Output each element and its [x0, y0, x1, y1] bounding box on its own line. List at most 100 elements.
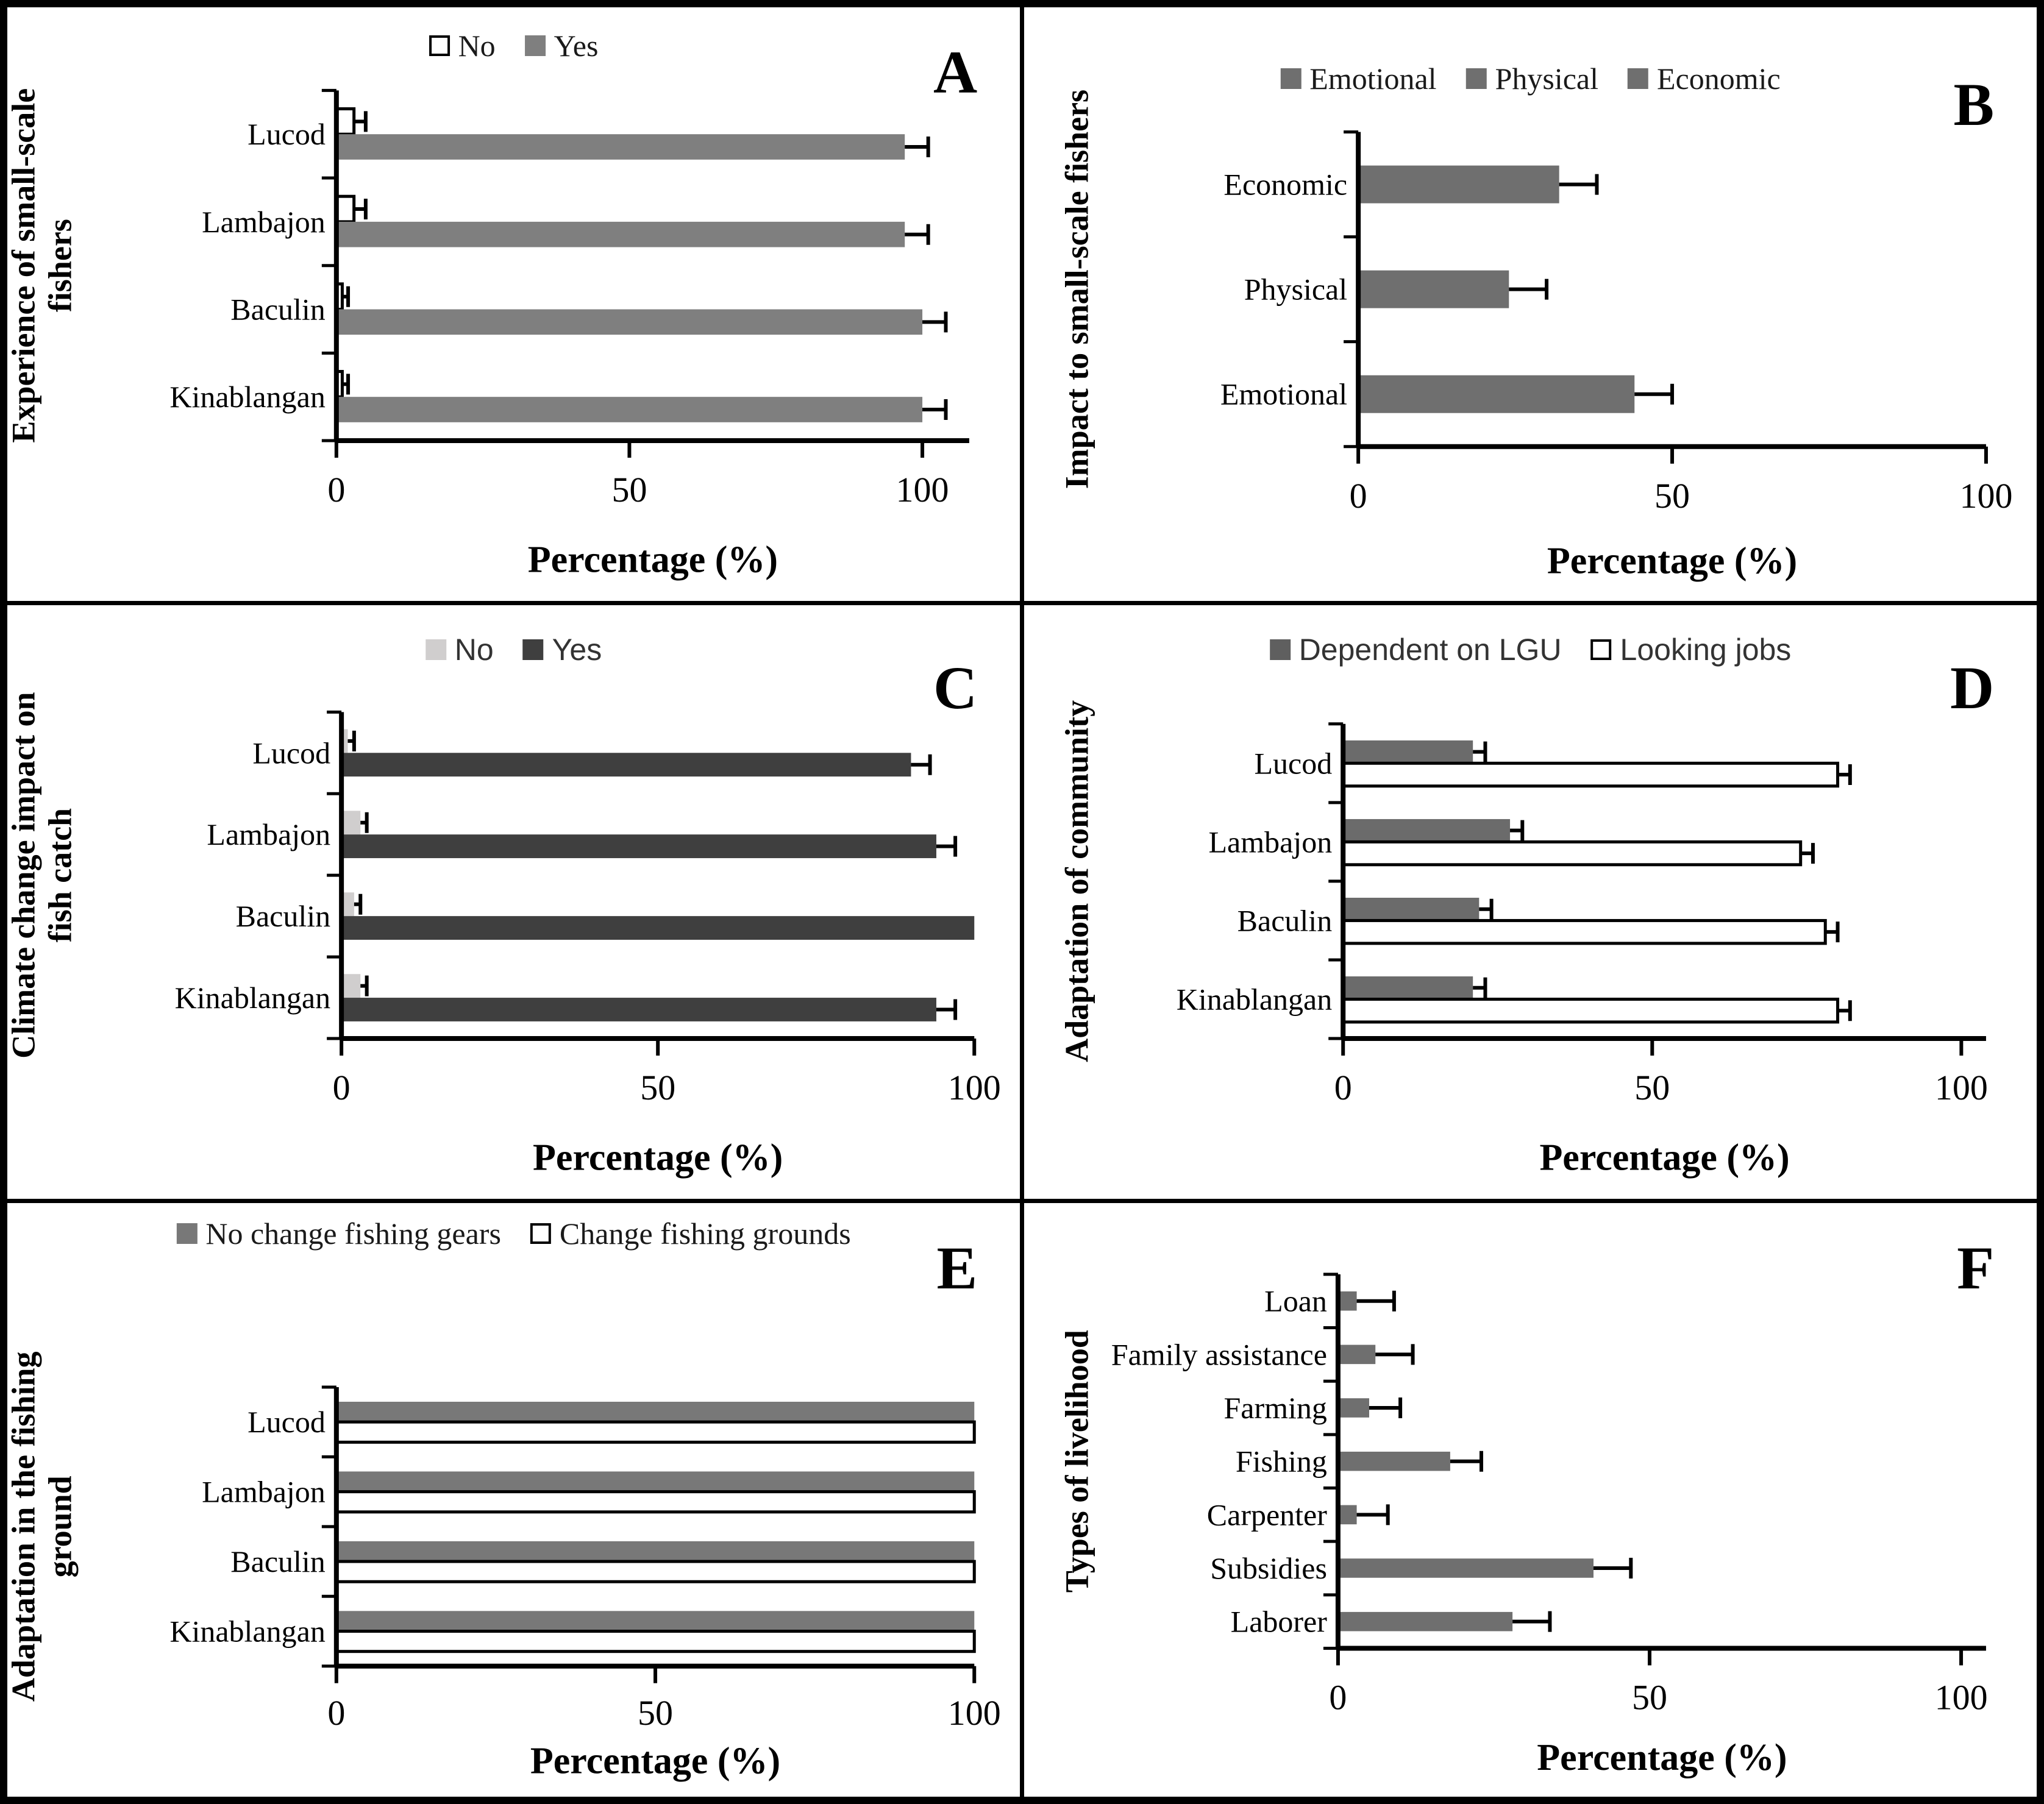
category-label: Kinablangan: [1177, 982, 1332, 1016]
x-tick-label: 50: [1632, 1678, 1667, 1717]
bar-C-baculin-no: [341, 892, 354, 917]
x-tick-label: 50: [1634, 1068, 1670, 1107]
x-tick-label: 0: [327, 470, 345, 510]
x-tick-label: 100: [1935, 1068, 1988, 1107]
chart-svg-F: Loan Family assistance Farming Fishing Carpe…: [1058, 1273, 1988, 1778]
y-axis-title: Adaptation of community: [1058, 700, 1095, 1062]
category-label: Farming: [1223, 1391, 1326, 1425]
category-label: Emotional: [1220, 377, 1347, 411]
category-label: Kinablangan: [175, 981, 330, 1015]
legend-item: Economic: [1628, 61, 1781, 96]
legend-label: No: [458, 29, 496, 63]
x-tick-label: 50: [1654, 476, 1690, 516]
legend: Dependent on LGU Looking jobs: [1269, 632, 1791, 667]
legend: Emotional Physical Economic: [1280, 61, 1781, 96]
x-tick-label: 50: [638, 1693, 673, 1733]
bar-F-laborer-livelihood: [1337, 1611, 1513, 1632]
bar-A-kinablangan-yes: [336, 397, 923, 422]
bar-C-lucod-no: [341, 729, 348, 753]
panel-climate-impact-fish-catch: C Lucod Lambajon Baculin Kinablangan 0 50 100 P…: [7, 605, 1020, 1199]
x-tick-label: 100: [1959, 476, 2012, 516]
bar-A-lucod-yes: [336, 134, 905, 160]
bar-E-kinablangan-no-change-fishing-gears: [336, 1611, 975, 1632]
plot-area: Lucod Lambajon Baculin Kinablangan 0 50 100 Per…: [7, 1203, 1020, 1797]
category-label: Lucod: [247, 117, 326, 151]
bar-A-lambajon-no: [335, 194, 356, 224]
x-tick-label: 0: [327, 1693, 345, 1733]
bar-B-economic-impact: [1358, 165, 1559, 204]
x-axis-title: Percentage (%): [1539, 1137, 1789, 1179]
bar-D-lambajon-looking-jobs: [1341, 840, 1803, 867]
panel-letter: D: [1950, 653, 1995, 722]
category-label: Lambajon: [202, 1475, 326, 1509]
legend-label: Yes: [552, 632, 602, 667]
legend-swatch-icon: [530, 1223, 551, 1245]
bar-F-loan-livelihood: [1337, 1291, 1357, 1311]
plot-area: Lucod Lambajon Baculin Kinablangan 0 50 100 Per…: [7, 7, 1020, 601]
bar-C-lambajon-yes: [341, 834, 936, 859]
legend-label: Dependent on LGU: [1298, 632, 1562, 667]
legend-swatch-icon: [1465, 68, 1487, 89]
y-axis-title: Adaptation in the fishingground: [7, 1352, 78, 1702]
legend-label: Economic: [1657, 61, 1781, 96]
x-tick-label: 0: [1350, 476, 1367, 516]
panel-adaptation-fishing-ground: E Lucod Lambajon Baculin Kinablangan 0 50 100 P…: [7, 1203, 1020, 1797]
chart-svg-E: Lucod Lambajon Baculin Kinablangan 0 50 100 Per…: [7, 1352, 1001, 1782]
category-label: Laborer: [1231, 1605, 1328, 1639]
x-axis-title: Percentage (%): [530, 1740, 780, 1781]
panel-letter: C: [933, 653, 978, 722]
x-axis-title: Percentage (%): [1547, 540, 1797, 581]
bar-E-baculin-change-fishing-grounds: [335, 1560, 976, 1583]
legend-label: Change fishing grounds: [559, 1216, 851, 1251]
category-label: Baculin: [1237, 903, 1333, 937]
x-tick-label: 0: [1334, 1068, 1352, 1107]
bar-C-kinablangan-yes: [341, 998, 936, 1021]
legend-item: Looking jobs: [1590, 632, 1791, 667]
legend-label: Physical: [1495, 61, 1599, 96]
legend-swatch-icon: [1280, 68, 1302, 89]
legend-swatch-icon: [522, 639, 544, 660]
bar-E-baculin-no-change-fishing-gears: [336, 1541, 975, 1562]
bar-F-subsidies-livelihood: [1337, 1558, 1594, 1578]
bar-C-lucod-yes: [341, 753, 911, 777]
legend-item: No change fishing gears: [176, 1216, 501, 1251]
panel-letter: A: [933, 38, 978, 106]
bar-C-kinablangan-no: [341, 974, 361, 998]
legend-item: No: [429, 28, 496, 63]
y-axis-title: Experience of small-scalefishers: [7, 88, 78, 443]
legend-item: Dependent on LGU: [1269, 632, 1562, 667]
bar-C-baculin-yes: [341, 916, 975, 940]
x-axis-title: Percentage (%): [533, 1137, 783, 1179]
category-label: Lucod: [247, 1405, 326, 1439]
bar-B-emotional-impact: [1358, 375, 1635, 413]
bar-D-lucod-looking-jobs: [1341, 761, 1840, 788]
bar-E-lambajon-change-fishing-grounds: [335, 1490, 976, 1514]
chart-svg-B: Economic Physical Emotional 0 50 100 Percentag…: [1058, 90, 2012, 581]
bar-D-baculin-looking-jobs: [1341, 918, 1827, 945]
category-label: Baculin: [230, 1544, 326, 1578]
x-axis-title: Percentage (%): [1537, 1737, 1787, 1778]
category-label: Family assistance: [1111, 1337, 1327, 1371]
category-label: Kinablangan: [169, 380, 325, 414]
category-label: Lambajon: [207, 817, 330, 851]
plot-area: Loan Family assistance Farming Fishing Carpe…: [1024, 1203, 2037, 1797]
category-label: Economic: [1223, 168, 1347, 202]
category-label: Loan: [1264, 1284, 1327, 1318]
chart-svg-C: Lucod Lambajon Baculin Kinablangan 0 50 100 Per…: [7, 692, 1001, 1179]
category-label: Carpenter: [1207, 1497, 1327, 1532]
bar-E-lucod-change-fishing-grounds: [335, 1420, 976, 1444]
category-label: Baculin: [230, 293, 326, 327]
panel-types-of-livelihood: F Loan Family assistance Farming Fishing Car…: [1024, 1203, 2037, 1797]
bar-D-kinablangan-looking-jobs: [1341, 997, 1840, 1024]
x-tick-label: 0: [1329, 1678, 1347, 1717]
category-label: Lucod: [252, 736, 330, 770]
category-label: Baculin: [236, 899, 331, 933]
category-label: Fishing: [1236, 1444, 1327, 1479]
bar-D-baculin-dependent-on-lgu: [1343, 898, 1480, 921]
panel-letter: B: [1953, 71, 1995, 139]
x-tick-label: 100: [1935, 1678, 1988, 1717]
legend-swatch-icon: [1628, 68, 1649, 89]
x-tick-label: 100: [948, 1693, 1001, 1733]
legend-item: Emotional: [1280, 61, 1437, 96]
bar-C-lambajon-no: [341, 811, 361, 835]
